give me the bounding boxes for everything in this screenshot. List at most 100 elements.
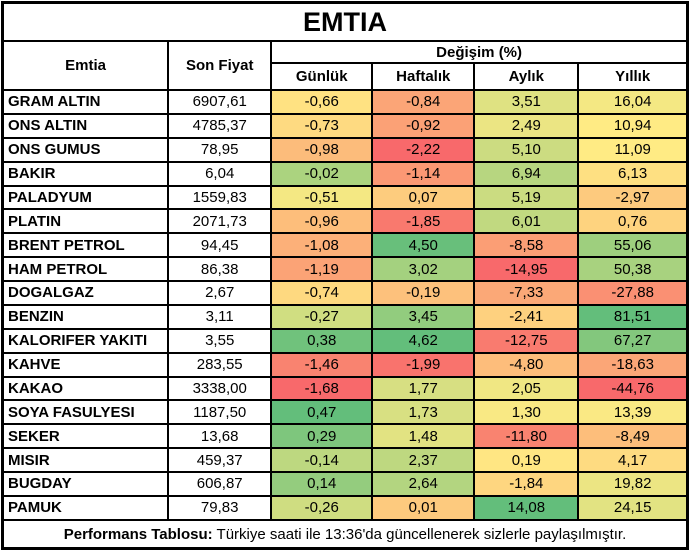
yearly-change-cell: 67,27 (577, 327, 689, 354)
last-price-cell: 606,87 (167, 471, 273, 497)
monthly-change-cell: 0,19 (473, 447, 580, 473)
daily-change-cell: -0,14 (270, 447, 374, 473)
monthly-change-cell: -14,95 (473, 256, 580, 282)
col-header-aylik: Aylık (473, 62, 580, 91)
last-price-cell: 2,67 (167, 280, 273, 306)
commodity-name-cell: HAM PETROL (1, 256, 170, 282)
last-price-cell: 459,37 (167, 447, 273, 473)
monthly-change-cell: -11,80 (473, 423, 580, 450)
daily-change-cell: -1,68 (270, 375, 374, 402)
daily-change-cell: -0,66 (270, 89, 374, 115)
commodity-name-cell: BRENT PETROL (1, 232, 170, 259)
table-row: BRENT PETROL 94,45 -1,08 4,50 -8,58 55,06 (1, 232, 689, 259)
commodity-name-cell: BUGDAY (1, 471, 170, 497)
yearly-change-cell: 81,51 (577, 303, 689, 330)
monthly-change-cell: 6,01 (473, 208, 580, 235)
weekly-change-cell: 2,64 (371, 471, 476, 497)
yearly-change-cell: 19,82 (577, 471, 689, 497)
weekly-change-cell: 0,07 (371, 184, 476, 211)
commodity-name-cell: BAKIR (1, 160, 170, 187)
table-row: HAM PETROL 86,38 -1,19 3,02 -14,95 50,38 (1, 256, 689, 282)
yearly-change-cell: -44,76 (577, 375, 689, 402)
table-row: PLATIN 2071,73 -0,96 -1,85 6,01 0,76 (1, 208, 689, 235)
last-price-cell: 86,38 (167, 256, 273, 282)
weekly-change-cell: -0,19 (371, 280, 476, 306)
weekly-change-cell: -1,99 (371, 351, 476, 378)
last-price-cell: 3,55 (167, 327, 273, 354)
yearly-change-cell: -18,63 (577, 351, 689, 378)
daily-change-cell: -1,19 (270, 256, 374, 282)
col-header-son-fiyat: Son Fiyat (167, 40, 273, 91)
yearly-change-cell: 4,17 (577, 447, 689, 473)
footer-note: Performans Tablosu: Türkiye saati ile 13… (1, 519, 689, 550)
daily-change-cell: 0,38 (270, 327, 374, 354)
table-row: BENZIN 3,11 -0,27 3,45 -2,41 81,51 (1, 303, 689, 330)
commodity-name-cell: ONS GUMUS (1, 136, 170, 163)
commodity-name-cell: DOGALGAZ (1, 280, 170, 306)
yearly-change-cell: 24,15 (577, 494, 689, 522)
commodity-name-cell: MISIR (1, 447, 170, 473)
weekly-change-cell: 4,50 (371, 232, 476, 259)
daily-change-cell: -0,02 (270, 160, 374, 187)
monthly-change-cell: 2,05 (473, 375, 580, 402)
header-row-2: Günlük Haftalık Aylık Yıllık (3, 62, 689, 91)
last-price-cell: 79,83 (167, 494, 273, 522)
table-row: PALADYUM 1559,83 -0,51 0,07 5,19 -2,97 (1, 184, 689, 211)
weekly-change-cell: 3,45 (371, 303, 476, 330)
monthly-change-cell: 1,30 (473, 399, 580, 426)
weekly-change-cell: 1,77 (371, 375, 476, 402)
daily-change-cell: -0,96 (270, 208, 374, 235)
yearly-change-cell: -8,49 (577, 423, 689, 450)
last-price-cell: 283,55 (167, 351, 273, 378)
daily-change-cell: -0,74 (270, 280, 374, 306)
table-row: ONS ALTIN 4785,37 -0,73 -0,92 2,49 10,94 (1, 112, 689, 139)
weekly-change-cell: -0,92 (371, 112, 476, 139)
table-row: SOYA FASULYESI 1187,50 0,47 1,73 1,30 13,39 (1, 399, 689, 426)
footer-note-text: Türkiye saati ile 13:36'da güncellenerek… (212, 525, 627, 543)
commodity-name-cell: BENZIN (1, 303, 170, 330)
monthly-change-cell: 5,19 (473, 184, 580, 211)
weekly-change-cell: -1,85 (371, 208, 476, 235)
commodity-name-cell: ONS ALTIN (1, 112, 170, 139)
commodity-name-cell: PAMUK (1, 494, 170, 522)
daily-change-cell: 0,47 (270, 399, 374, 426)
monthly-change-cell: -8,58 (473, 232, 580, 259)
table-row: BUGDAY 606,87 0,14 2,64 -1,84 19,82 (1, 471, 689, 497)
weekly-change-cell: -2,22 (371, 136, 476, 163)
table-row: MISIR 459,37 -0,14 2,37 0,19 4,17 (1, 447, 689, 473)
monthly-change-cell: 2,49 (473, 112, 580, 139)
daily-change-cell: -1,46 (270, 351, 374, 378)
weekly-change-cell: -1,14 (371, 160, 476, 187)
last-price-cell: 94,45 (167, 232, 273, 259)
commodity-name-cell: PLATIN (1, 208, 170, 235)
table-title: EMTIA (1, 1, 689, 42)
monthly-change-cell: 14,08 (473, 494, 580, 522)
table-row: DOGALGAZ 2,67 -0,74 -0,19 -7,33 -27,88 (1, 280, 689, 306)
last-price-cell: 1559,83 (167, 184, 273, 211)
daily-change-cell: 0,29 (270, 423, 374, 450)
table-row: KAKAO 3338,00 -1,68 1,77 2,05 -44,76 (1, 375, 689, 402)
last-price-cell: 78,95 (167, 136, 273, 163)
footer-note-prefix: Performans Tablosu: (63, 525, 213, 543)
monthly-change-cell: 3,51 (473, 89, 580, 115)
yearly-change-cell: 11,09 (577, 136, 689, 163)
yearly-change-cell: -27,88 (577, 280, 689, 306)
col-header-yillik: Yıllık (577, 62, 689, 91)
weekly-change-cell: 4,62 (371, 327, 476, 354)
col-header-emtia: Emtia (1, 40, 170, 91)
daily-change-cell: -0,26 (270, 494, 374, 522)
commodity-name-cell: KAHVE (1, 351, 170, 378)
daily-change-cell: -0,73 (270, 112, 374, 139)
commodity-name-cell: KALORIFER YAKITI (1, 327, 170, 354)
daily-change-cell: -0,98 (270, 136, 374, 163)
yearly-change-cell: 16,04 (577, 89, 689, 115)
weekly-change-cell: 0,01 (371, 494, 476, 522)
yearly-change-cell: 13,39 (577, 399, 689, 426)
yearly-change-cell: 50,38 (577, 256, 689, 282)
yearly-change-cell: -2,97 (577, 184, 689, 211)
yearly-change-cell: 55,06 (577, 232, 689, 259)
commodity-name-cell: PALADYUM (1, 184, 170, 211)
daily-change-cell: -1,08 (270, 232, 374, 259)
weekly-change-cell: 1,48 (371, 423, 476, 450)
